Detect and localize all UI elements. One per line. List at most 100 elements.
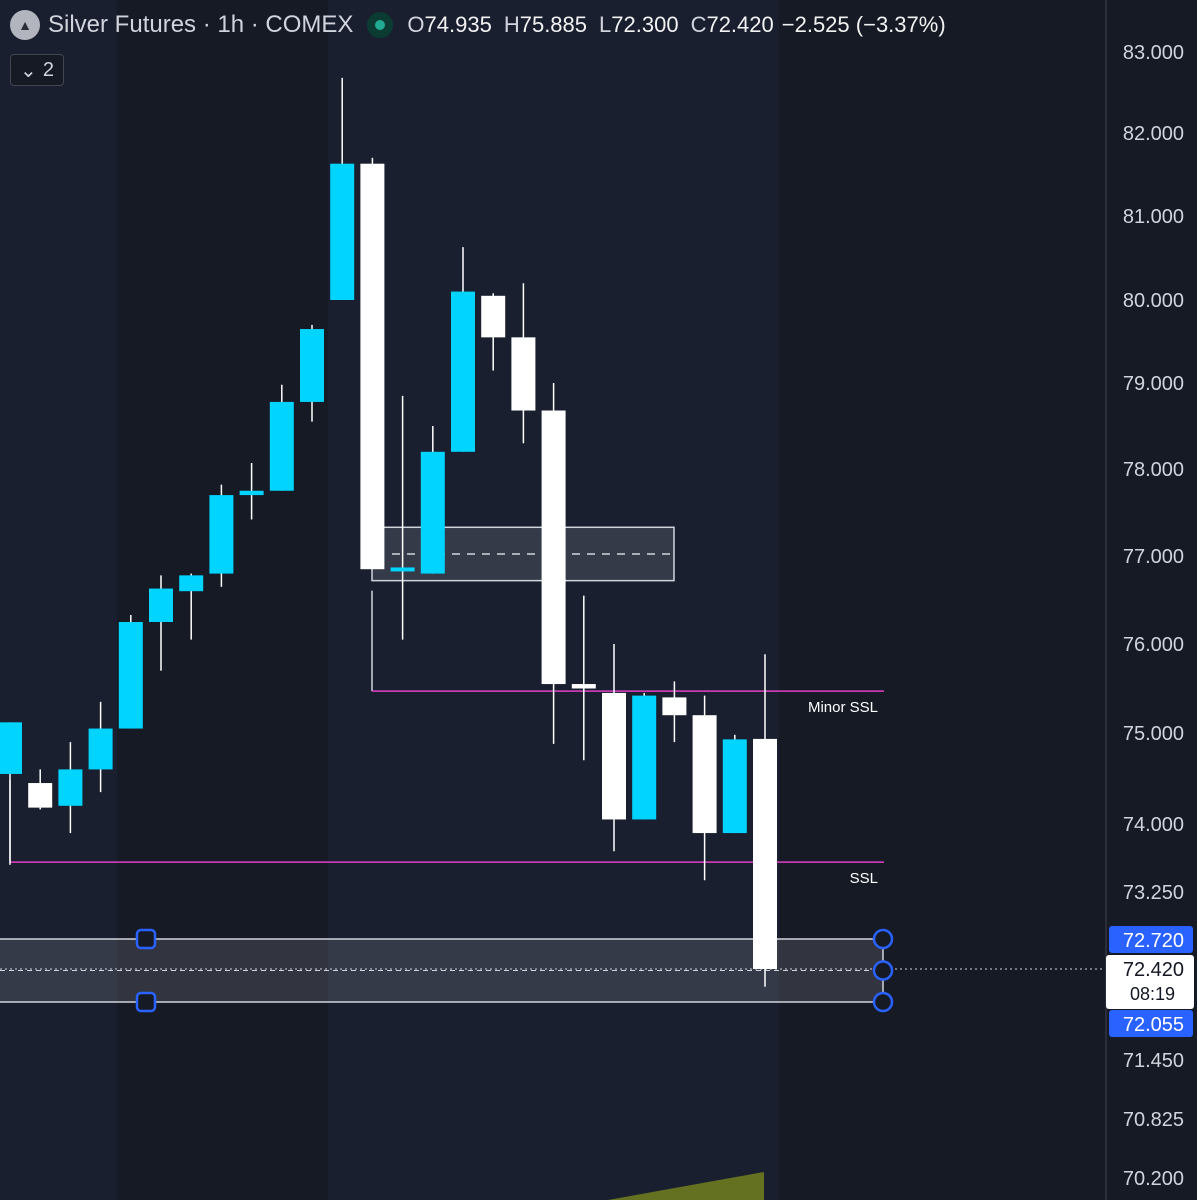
candle xyxy=(541,383,566,744)
price-tick-label: 77.000 xyxy=(1123,546,1184,568)
price-tick-label: 73.250 xyxy=(1123,882,1184,904)
candle-body xyxy=(0,722,22,774)
silver-bars-icon[interactable]: ▲ xyxy=(10,10,40,40)
candle xyxy=(269,384,294,491)
candle xyxy=(390,395,415,640)
price-tick-label: 82.000 xyxy=(1123,123,1184,145)
zone-top-price-badge xyxy=(1109,926,1193,953)
candle-body xyxy=(632,695,657,820)
bar-countdown: 08:19 xyxy=(1130,984,1175,1004)
candle-body xyxy=(28,783,53,808)
candle xyxy=(481,293,506,371)
candle-body xyxy=(571,684,596,689)
candle xyxy=(602,644,626,852)
candle xyxy=(239,462,264,520)
price-tick-label: 76.000 xyxy=(1123,634,1184,656)
price-axis[interactable]: 83.000 82.000 81.000 80.000 79.000 78.000 77.0… xyxy=(1106,0,1197,1200)
candle-body xyxy=(330,163,355,300)
candle xyxy=(360,157,385,570)
indicators-collapse-button[interactable]: ⌄ 2 xyxy=(10,54,64,86)
price-tick-label: 79.000 xyxy=(1123,373,1184,395)
chart-legend: ▲ Silver Futures · 1h · COMEX O74.935 H7… xyxy=(10,8,946,42)
close-value: 72.420 xyxy=(706,12,774,37)
price-tick-label: 71.450 xyxy=(1123,1050,1184,1072)
candle-body xyxy=(88,728,113,770)
candle-body xyxy=(451,291,475,452)
candle xyxy=(420,426,445,574)
candle xyxy=(28,769,53,810)
candle xyxy=(300,324,324,422)
candle-body xyxy=(239,490,264,496)
price-tick-label: 81.000 xyxy=(1123,206,1184,228)
drawing-handles[interactable] xyxy=(135,928,894,1013)
market-open-dot-icon xyxy=(367,12,394,38)
candle-body xyxy=(541,410,566,685)
minor-ssl-label: Minor SSL xyxy=(808,699,878,716)
candle xyxy=(330,77,355,300)
collapse-count: 2 xyxy=(42,58,54,81)
candle-body xyxy=(300,329,324,402)
candles-layer xyxy=(0,77,777,987)
price-tick-label: 75.000 xyxy=(1123,723,1184,745)
zone-top-price: 72.720 xyxy=(1123,930,1184,952)
price-tick-label: 83.000 xyxy=(1123,42,1184,64)
session-bands xyxy=(0,0,1107,1200)
candle-body xyxy=(390,567,415,572)
high-value: 75.885 xyxy=(519,12,588,37)
candle-body xyxy=(209,495,234,574)
candle xyxy=(179,573,204,640)
candle-body xyxy=(753,738,777,969)
session-band xyxy=(0,0,117,1200)
price-tick-label: 70.200 xyxy=(1123,1168,1184,1190)
price-tick-label: 80.000 xyxy=(1123,290,1184,312)
last-price-badge xyxy=(1106,955,1194,1009)
candle xyxy=(0,722,22,865)
price-tick-label: 74.000 xyxy=(1123,814,1184,836)
candle xyxy=(209,484,234,587)
candle-body xyxy=(692,715,717,834)
change-value: −2.525 (−3.37%) xyxy=(781,12,946,37)
candle-body xyxy=(420,451,445,574)
last-price-value: 72.420 xyxy=(1123,959,1184,981)
candle xyxy=(88,701,113,793)
ssl-label: SSL xyxy=(850,870,878,887)
zone-bottom-price-badge xyxy=(1109,1010,1193,1037)
open-label: O xyxy=(407,12,425,37)
candle-body xyxy=(149,588,173,622)
candle xyxy=(58,742,83,834)
drag-handle[interactable] xyxy=(872,960,894,981)
high-label: H xyxy=(503,12,520,37)
open-value: 74.935 xyxy=(424,12,492,37)
candle xyxy=(692,695,717,881)
candle xyxy=(753,654,777,987)
drag-handle[interactable] xyxy=(872,928,894,950)
low-value: 72.300 xyxy=(611,12,679,37)
candle xyxy=(451,247,475,452)
candle-body xyxy=(722,739,747,834)
drag-handle[interactable] xyxy=(872,991,894,1013)
candle xyxy=(511,283,536,444)
order-block-zone xyxy=(371,526,675,582)
zone-bottom-price: 72.055 xyxy=(1123,1014,1184,1036)
candle-body xyxy=(118,622,143,729)
candle-body xyxy=(58,769,83,806)
candle xyxy=(571,595,596,761)
candle-body xyxy=(179,575,204,592)
chevron-down-icon: ⌄ xyxy=(20,59,37,82)
price-tick-label: 78.000 xyxy=(1123,459,1184,481)
candle xyxy=(722,734,747,834)
drag-handle[interactable] xyxy=(135,928,157,950)
candle xyxy=(632,692,657,820)
candle xyxy=(118,614,143,729)
candle-body xyxy=(602,692,626,820)
price-tick-label: 70.825 xyxy=(1123,1109,1184,1131)
close-label: C xyxy=(690,12,707,37)
volume-area xyxy=(608,1172,764,1200)
candle-body xyxy=(511,337,536,411)
candle xyxy=(662,681,687,743)
candle-body xyxy=(662,697,687,716)
drag-handle[interactable] xyxy=(135,991,157,1013)
candle-body xyxy=(481,295,506,338)
symbol-title[interactable]: Silver Futures · 1h · COMEX xyxy=(48,11,354,38)
